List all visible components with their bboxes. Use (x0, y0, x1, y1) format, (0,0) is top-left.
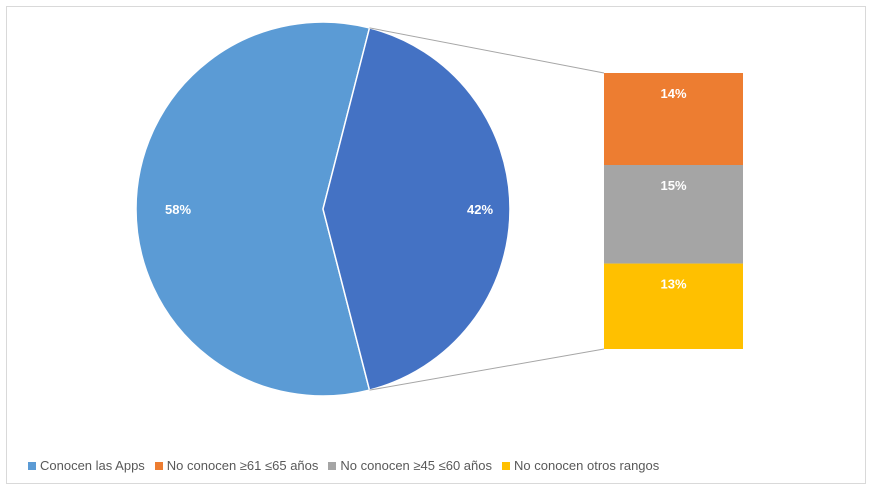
legend: Conocen las Apps No conocen ≥61 ≤65 años… (28, 458, 669, 473)
pie-slice-no-conocen (322, 26, 511, 392)
legend-swatch (502, 461, 511, 470)
pie-slice-conocen (135, 21, 371, 397)
legend-label: No conocen otros rangos (514, 458, 660, 473)
bar-segment-2 (604, 263, 743, 349)
legend-label: Conocen las Apps (40, 458, 145, 473)
bar-segment-1 (604, 165, 743, 264)
legend-label: No conocen ≥61 ≤65 años (166, 458, 319, 473)
legend-item-otros: No conocen otros rangos (502, 458, 659, 473)
legend-item-61-65: No conocen ≥61 ≤65 años (154, 458, 319, 473)
bar-label-1: 15% (660, 178, 686, 193)
bar-label-0: 14% (660, 86, 686, 101)
legend-swatch (154, 461, 163, 470)
legend-swatch (328, 461, 337, 470)
connector-line-bottom (369, 348, 605, 391)
bar-label-2: 13% (660, 277, 686, 292)
legend-item-45-60: No conocen ≥45 ≤60 años (328, 458, 492, 473)
bar-segment-0 (604, 73, 743, 165)
pie-label-no-conocen: 42% (467, 202, 493, 217)
connector-line-top (369, 27, 605, 74)
legend-swatch (28, 461, 36, 470)
legend-label: No conocen ≥45 ≤60 años (340, 458, 493, 473)
legend-item-conocen: Conocen las Apps (28, 458, 145, 473)
pie-label-conocen: 58% (165, 202, 191, 217)
